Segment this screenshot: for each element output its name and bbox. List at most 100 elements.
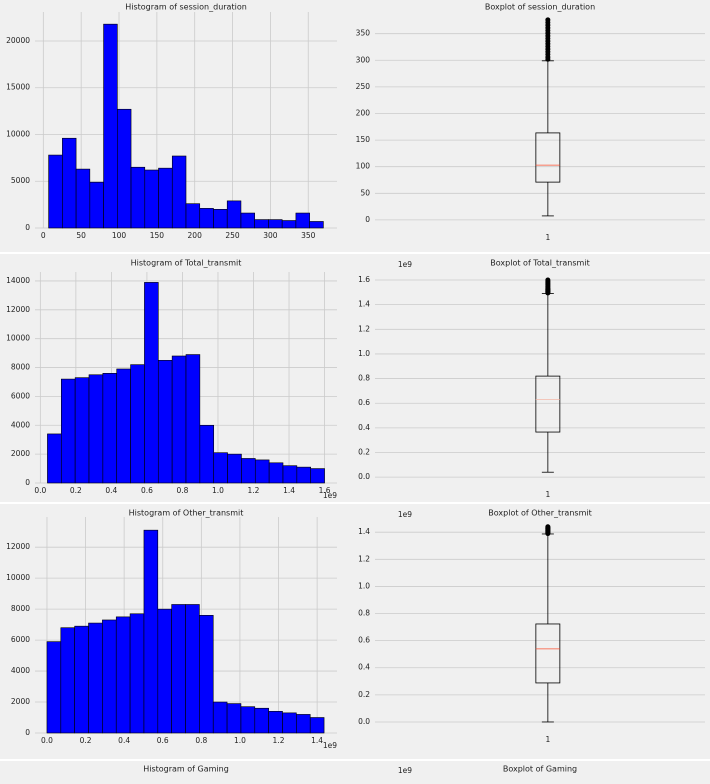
- y-tick-label: 8000: [11, 604, 30, 613]
- histogram-bar: [309, 717, 325, 734]
- y-tick-label: 6000: [11, 635, 30, 644]
- y-tick-label: 0.8: [358, 374, 370, 383]
- y-tick-label: 2000: [11, 697, 30, 706]
- axis-offset-text: 1e9: [323, 491, 337, 500]
- y-tick-label: 0.8: [358, 609, 370, 618]
- histogram-bar: [102, 619, 117, 734]
- x-tick-label: 0.0: [34, 486, 46, 495]
- y-tick-label: 14000: [6, 276, 30, 285]
- flier: [545, 17, 551, 23]
- y-tick-label: 150: [356, 135, 371, 144]
- chart-title: Boxplot of Gaming: [503, 765, 577, 774]
- histogram-bar: [171, 604, 186, 734]
- x-tick-label: 200: [188, 231, 203, 240]
- x-tick-label: 1.2: [248, 486, 260, 495]
- histogram-bar: [74, 625, 89, 734]
- histogram-bar: [144, 169, 159, 229]
- y-tick-label: 1.0: [358, 581, 370, 590]
- y-tick-label: 10000: [6, 334, 30, 343]
- histogram-bar: [116, 368, 131, 484]
- histogram-bar: [88, 374, 104, 484]
- chart-title: Histogram of Total_transmit: [131, 259, 242, 268]
- x-tick-label: 1.0: [234, 736, 246, 745]
- histogram-bar: [309, 221, 324, 229]
- y-tick-label: 10000: [6, 573, 30, 582]
- histogram-bar: [60, 627, 75, 734]
- y-tick-label: 8000: [11, 363, 30, 372]
- box: [535, 623, 561, 684]
- histogram-bar: [227, 453, 242, 484]
- histogram-bar: [282, 712, 297, 734]
- histogram-bar: [157, 360, 173, 484]
- box: [535, 132, 561, 183]
- box: [535, 375, 561, 433]
- histogram-bar: [89, 181, 104, 229]
- x-tick-label: 0: [41, 231, 46, 240]
- histogram-bar: [130, 166, 146, 229]
- histogram-bar: [143, 529, 159, 734]
- x-tick-label: 250: [225, 231, 240, 240]
- x-tick-label: 1.4: [311, 736, 323, 745]
- histogram-bar: [115, 616, 131, 734]
- histogram-bar: [254, 707, 269, 734]
- histogram-bar: [281, 220, 297, 229]
- y-tick-label: 200: [356, 108, 371, 117]
- histogram-bar: [157, 608, 172, 734]
- y-tick-label: 1.6: [358, 275, 370, 284]
- histogram-bar: [268, 711, 283, 734]
- histogram-bar: [268, 462, 284, 484]
- y-tick-label: 0: [365, 215, 370, 224]
- histogram-bar: [47, 433, 62, 484]
- axis-offset-text: 1e9: [323, 741, 337, 750]
- histogram-bar: [129, 613, 145, 734]
- x-tick-label: 350: [301, 231, 316, 240]
- x-tick-label: 300: [263, 231, 278, 240]
- histogram-bar: [213, 208, 228, 229]
- histogram-bar: [199, 424, 215, 484]
- y-tick-label: 1.2: [358, 554, 370, 563]
- flier: [545, 277, 551, 283]
- axis-offset-text: 1e9: [398, 766, 412, 775]
- y-tick-label: 300: [356, 55, 371, 64]
- y-tick-label: 4000: [11, 420, 30, 429]
- histogram-bar: [171, 355, 187, 484]
- axis-offset-text: 1e9: [398, 260, 412, 269]
- histogram-bar: [212, 701, 228, 734]
- x-tick-label: 100: [112, 231, 127, 240]
- y-tick-label: 1.0: [358, 349, 370, 358]
- histogram-bar: [75, 168, 91, 229]
- histogram-bar: [185, 203, 201, 229]
- y-tick-label: 0.2: [358, 690, 370, 699]
- histogram-bar: [144, 282, 159, 484]
- histogram-bar: [103, 23, 118, 229]
- x-tick-label: 0.4: [118, 736, 130, 745]
- x-tick-label: 1: [545, 490, 550, 499]
- histogram-bar: [117, 108, 132, 229]
- y-tick-label: 0: [25, 478, 30, 487]
- histogram-bar: [296, 714, 311, 734]
- histogram-bar: [226, 200, 242, 229]
- x-tick-label: 150: [150, 231, 165, 240]
- axis-offset-text: 1e9: [398, 510, 412, 519]
- x-tick-label: 1.6: [319, 486, 331, 495]
- histogram-bar: [240, 212, 255, 229]
- chart-title: Histogram of session_duration: [125, 3, 247, 12]
- histogram-bar: [241, 458, 256, 484]
- y-tick-label: 15000: [6, 83, 30, 92]
- chart-title: Boxplot of Other_transmit: [488, 509, 591, 518]
- histogram-bar: [310, 468, 325, 484]
- y-tick-label: 2000: [11, 449, 30, 458]
- histogram-bar: [226, 703, 242, 734]
- y-tick-label: 1.4: [358, 300, 370, 309]
- y-tick-label: 0.4: [358, 423, 370, 432]
- y-tick-label: 0.2: [358, 448, 370, 457]
- y-tick-label: 10000: [6, 129, 30, 138]
- histogram-bar: [88, 622, 103, 734]
- histogram-bar: [199, 208, 214, 229]
- y-tick-label: 1.4: [358, 527, 370, 536]
- y-tick-label: 5000: [11, 176, 30, 185]
- y-tick-label: 4000: [11, 666, 30, 675]
- y-tick-label: 0.4: [358, 663, 370, 672]
- histogram-bar: [282, 465, 298, 484]
